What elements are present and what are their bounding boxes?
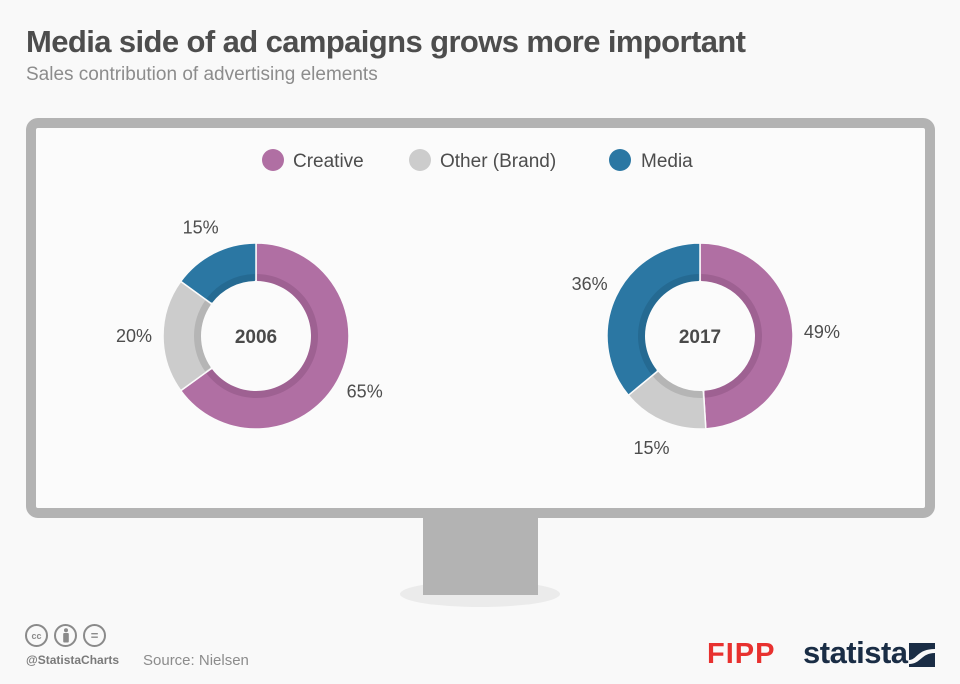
data-label-media-2006: 15% xyxy=(183,217,219,237)
data-label-creative-2017: 49% xyxy=(804,322,840,342)
fipp-logo[interactable]: FIPP xyxy=(707,638,776,670)
person-glyph xyxy=(62,628,69,643)
legend-item-creative: Creative xyxy=(262,149,364,172)
data-label-media-2017: 36% xyxy=(572,274,608,294)
slice-inner-shade-media-2006 xyxy=(206,274,255,303)
donut-center-label-2017: 2017 xyxy=(679,327,721,348)
legend-swatch-other xyxy=(409,149,431,171)
chart-subtitle: Sales contribution of advertising elemen… xyxy=(26,64,378,85)
chart-title: Media side of ad campaigns grows more im… xyxy=(26,24,746,59)
slice-inner-shade-creative-2017 xyxy=(701,274,762,398)
statista-logo-icon[interactable] xyxy=(909,643,935,667)
donut-center-label-2006: 2006 xyxy=(235,327,277,348)
legend: Creative Other (Brand) Media xyxy=(262,149,693,172)
data-label-other-brand-2006: 20% xyxy=(116,326,152,346)
data-label-creative-2006: 65% xyxy=(347,381,383,401)
donut-chart-2006: 65% 20% 15% 2006 xyxy=(116,217,383,430)
no-derivatives-icon[interactable]: = xyxy=(83,624,106,647)
slice-inner-shade-other-brand-2017 xyxy=(653,371,703,398)
cc-icon[interactable]: cc xyxy=(25,624,48,647)
slice-creative-2017 xyxy=(699,242,794,430)
legend-item-other: Other (Brand) xyxy=(409,149,556,172)
statista-handle[interactable]: @StatistaCharts xyxy=(26,653,120,667)
legend-swatch-media xyxy=(609,149,631,171)
legend-swatch-creative xyxy=(262,149,284,171)
monitor-stand xyxy=(423,518,538,595)
license-icons: cc = xyxy=(25,624,106,647)
legend-label-other: Other (Brand) xyxy=(440,151,556,172)
slice-inner-shade-media-2017 xyxy=(638,274,699,375)
data-label-other-brand-2017: 15% xyxy=(634,438,670,458)
donut-hole-2006 xyxy=(201,281,311,391)
donut-hole-2017 xyxy=(645,281,755,391)
slice-inner-shade-other-brand-2006 xyxy=(193,300,211,372)
source-note: Source: Nielsen xyxy=(143,652,249,669)
donut-chart-2017: 49% 15% 36% 2017 xyxy=(572,242,840,458)
statista-logo[interactable]: statista xyxy=(803,635,908,670)
slice-media-2006 xyxy=(179,242,257,305)
legend-label-media: Media xyxy=(641,151,693,172)
legend-label-creative: Creative xyxy=(293,151,364,172)
attribution-icon[interactable] xyxy=(54,624,77,647)
legend-item-media: Media xyxy=(609,149,693,172)
